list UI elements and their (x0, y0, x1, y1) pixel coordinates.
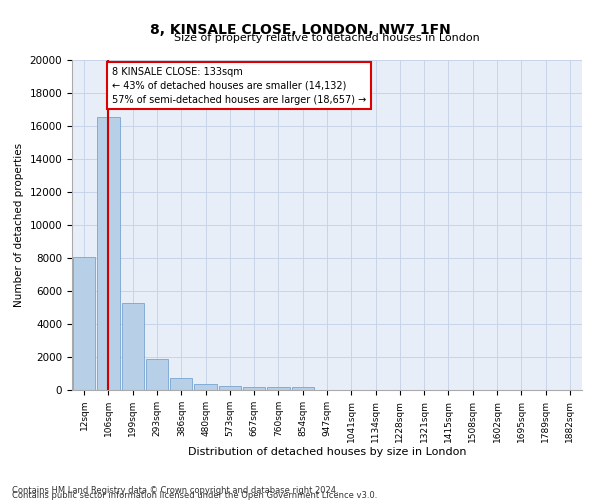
Text: Contains public sector information licensed under the Open Government Licence v3: Contains public sector information licen… (12, 491, 377, 500)
Bar (97, 117, 119, 390)
Bar (170, 378, 193, 390)
Y-axis label: Number of detached properties: Number of detached properties (14, 143, 24, 307)
Bar (73, 257, 95, 390)
Text: Contains HM Land Registry data © Crown copyright and database right 2024.: Contains HM Land Registry data © Crown c… (12, 486, 338, 495)
Text: 8, KINSALE CLOSE, LONDON, NW7 1FN: 8, KINSALE CLOSE, LONDON, NW7 1FN (149, 22, 451, 36)
Bar (243, 386, 265, 390)
Bar (122, 303, 144, 390)
X-axis label: Distribution of detached houses by size in London: Distribution of detached houses by size … (188, 448, 466, 458)
Bar (292, 388, 314, 390)
Title: Size of property relative to detached houses in London: Size of property relative to detached ho… (174, 32, 480, 42)
Bar (194, 384, 217, 390)
Text: 8 KINSALE CLOSE: 133sqm
← 43% of detached houses are smaller (14,132)
57% of sem: 8 KINSALE CLOSE: 133sqm ← 43% of detache… (112, 66, 367, 104)
Bar (146, 360, 168, 390)
Bar (267, 387, 290, 390)
Bar (218, 386, 241, 390)
